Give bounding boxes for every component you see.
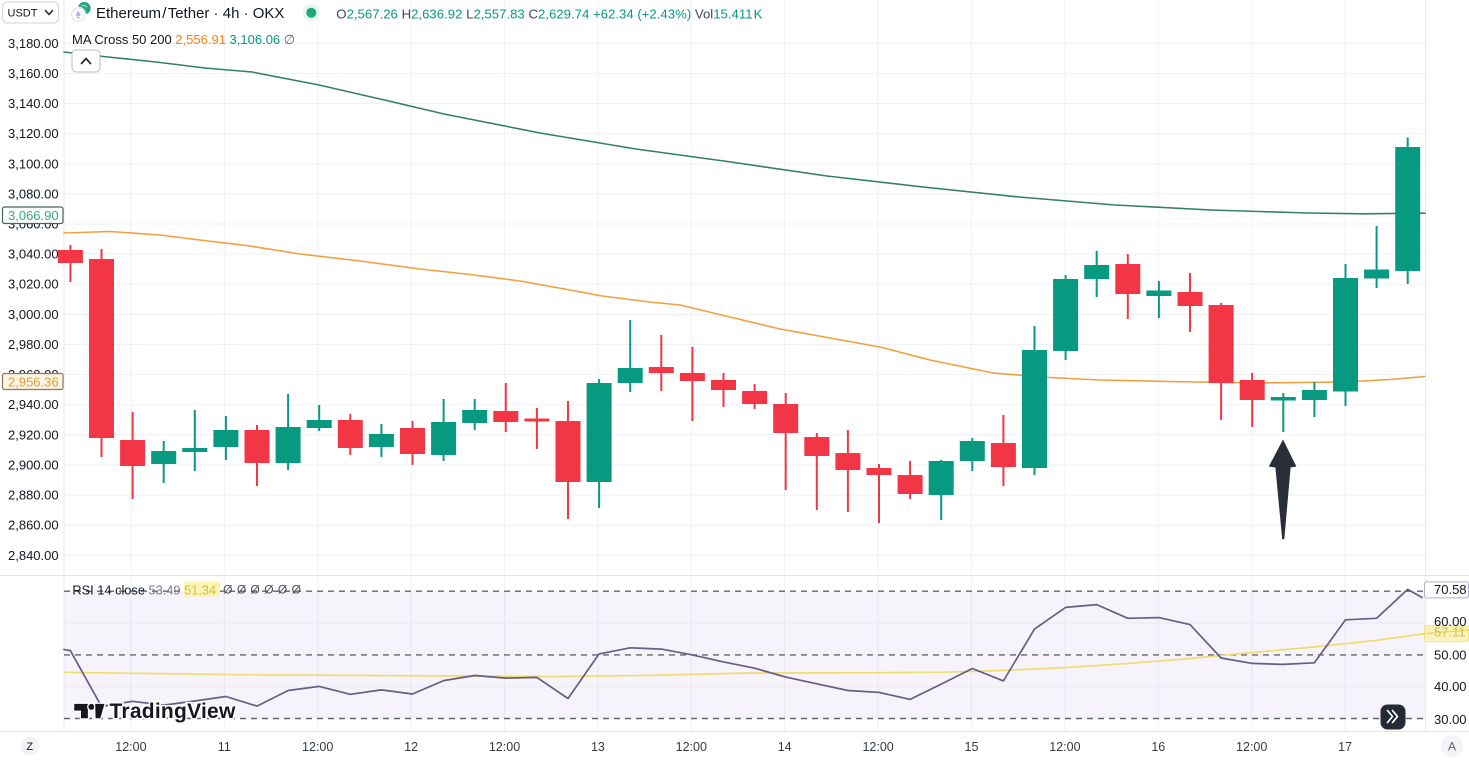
svg-text:3,020.00: 3,020.00 — [8, 277, 59, 292]
svg-text:3,180.00: 3,180.00 — [8, 36, 59, 51]
svg-text:12:00: 12:00 — [1236, 740, 1267, 754]
svg-text:RSI 14 close 53.49 51.34: RSI 14 close 53.49 51.34 — [72, 582, 216, 597]
svg-text:2,940.00: 2,940.00 — [8, 397, 59, 412]
svg-text:Ø: Ø — [278, 583, 287, 597]
svg-text:12:00: 12:00 — [302, 740, 333, 754]
svg-text:Ø: Ø — [251, 583, 260, 597]
svg-text:Ø: Ø — [292, 583, 301, 597]
svg-text:TradingView: TradingView — [110, 700, 236, 723]
svg-text:16: 16 — [1151, 740, 1165, 754]
svg-text:2,956.36: 2,956.36 — [8, 374, 59, 389]
svg-text:12:00: 12:00 — [115, 740, 146, 754]
svg-text:3,066.90: 3,066.90 — [8, 208, 59, 223]
svg-text:12:00: 12:00 — [862, 740, 893, 754]
svg-text:70.58: 70.58 — [1434, 582, 1467, 597]
svg-text:17: 17 — [1338, 740, 1352, 754]
svg-text:2,860.00: 2,860.00 — [8, 518, 59, 533]
svg-text:40.00: 40.00 — [1434, 679, 1467, 694]
svg-text:2,920.00: 2,920.00 — [8, 427, 59, 442]
svg-text:3,040.00: 3,040.00 — [8, 247, 59, 262]
svg-text:3,000.00: 3,000.00 — [8, 307, 59, 322]
svg-text:30.00: 30.00 — [1434, 712, 1467, 727]
svg-text:11: 11 — [218, 740, 231, 754]
svg-text:O2,567.26 H2,636.92 L2,557.83: O2,567.26 H2,636.92 L2,557.83 C2,629.74 … — [336, 6, 762, 21]
svg-text:3,160.00: 3,160.00 — [8, 66, 59, 81]
svg-text:12:00: 12:00 — [489, 740, 520, 754]
svg-text:3,140.00: 3,140.00 — [8, 96, 59, 111]
svg-text:12: 12 — [404, 740, 418, 754]
svg-text:Ethereum / Tether · 4h · OKX: Ethereum / Tether · 4h · OKX — [96, 5, 284, 22]
svg-text:12:00: 12:00 — [1049, 740, 1080, 754]
svg-text:13: 13 — [591, 740, 605, 754]
svg-text:A: A — [1448, 740, 1456, 754]
svg-text:Ø: Ø — [237, 583, 246, 597]
svg-text:MA Cross 50 200 2,556.91 3,1: MA Cross 50 200 2,556.91 3,106.06 ∅ — [72, 32, 295, 47]
svg-text:Z: Z — [26, 741, 33, 753]
svg-text:2,980.00: 2,980.00 — [8, 337, 59, 352]
svg-text:3,100.00: 3,100.00 — [8, 156, 59, 171]
svg-text:Ø: Ø — [264, 583, 273, 597]
svg-text:2,900.00: 2,900.00 — [8, 458, 59, 473]
svg-text:3,080.00: 3,080.00 — [8, 186, 59, 201]
svg-text:12:00: 12:00 — [676, 740, 707, 754]
svg-text:57.11: 57.11 — [1434, 625, 1466, 640]
svg-text:3,120.00: 3,120.00 — [8, 126, 59, 141]
svg-text:50.00: 50.00 — [1434, 647, 1467, 662]
svg-text:Ø: Ø — [223, 583, 232, 597]
svg-text:14: 14 — [778, 740, 792, 754]
svg-text:60.00: 60.00 — [1434, 614, 1467, 629]
svg-text:2,840.00: 2,840.00 — [8, 548, 59, 563]
svg-text:USDT: USDT — [8, 8, 38, 20]
svg-text:2,880.00: 2,880.00 — [8, 488, 59, 503]
svg-text:15: 15 — [965, 740, 979, 754]
